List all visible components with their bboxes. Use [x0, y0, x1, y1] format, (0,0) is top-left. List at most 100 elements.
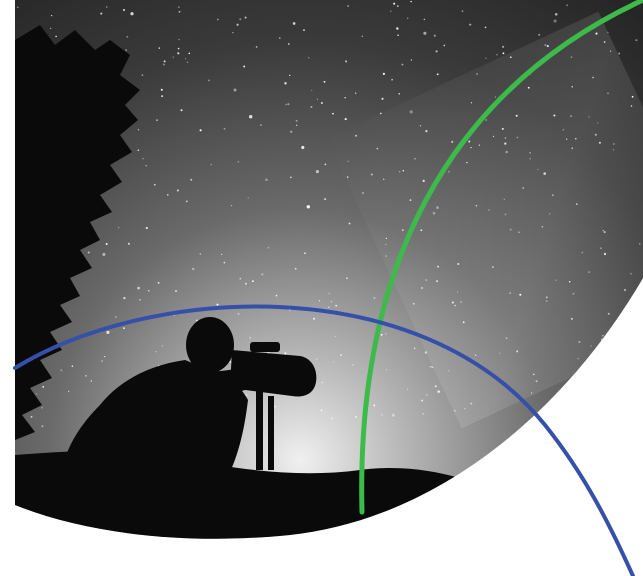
- star: [434, 385, 437, 388]
- star: [35, 393, 38, 395]
- star: [244, 282, 247, 285]
- star: [130, 12, 134, 16]
- star: [316, 358, 318, 360]
- star: [518, 231, 520, 234]
- star: [155, 351, 157, 353]
- star: [522, 187, 525, 189]
- star: [384, 332, 387, 335]
- star: [626, 334, 629, 337]
- star: [334, 335, 337, 338]
- star: [485, 119, 488, 121]
- star: [100, 12, 103, 15]
- star: [232, 32, 234, 34]
- star: [106, 6, 108, 8]
- star: [284, 82, 287, 85]
- star: [484, 26, 487, 29]
- star: [590, 345, 592, 347]
- star: [475, 354, 477, 356]
- star: [621, 379, 623, 381]
- star: [393, 2, 396, 5]
- star: [602, 229, 604, 232]
- star: [290, 176, 292, 179]
- star: [223, 127, 226, 130]
- star: [409, 199, 412, 201]
- star: [370, 173, 373, 176]
- star: [344, 118, 347, 121]
- star: [139, 298, 142, 301]
- star: [191, 267, 195, 271]
- star: [607, 92, 609, 95]
- star: [373, 404, 376, 407]
- star: [422, 413, 424, 415]
- star: [324, 163, 327, 166]
- star: [196, 319, 198, 322]
- star: [578, 340, 581, 343]
- star: [199, 253, 201, 255]
- star: [172, 56, 174, 58]
- star: [433, 34, 436, 37]
- star: [148, 290, 150, 292]
- star: [216, 303, 219, 306]
- star: [328, 306, 330, 308]
- star: [532, 373, 535, 376]
- star: [296, 124, 298, 126]
- star: [456, 291, 459, 293]
- star: [492, 135, 495, 138]
- green-arc: [359, 0, 643, 515]
- star: [313, 317, 315, 320]
- star: [587, 360, 590, 363]
- star: [320, 101, 323, 105]
- star: [294, 267, 297, 270]
- star: [320, 409, 323, 412]
- star: [401, 229, 404, 232]
- star: [236, 23, 239, 26]
- star: [613, 143, 615, 145]
- star: [616, 407, 619, 410]
- star: [559, 394, 561, 397]
- star: [464, 407, 466, 410]
- star: [221, 253, 223, 256]
- star: [545, 300, 548, 302]
- star: [575, 385, 578, 388]
- star: [627, 339, 630, 342]
- star: [491, 266, 494, 268]
- star: [141, 74, 144, 76]
- star: [229, 361, 232, 363]
- star: [524, 423, 527, 426]
- star: [185, 200, 188, 203]
- star: [622, 410, 624, 413]
- star: [362, 191, 364, 194]
- star: [118, 226, 120, 229]
- star: [443, 44, 446, 47]
- star: [501, 127, 504, 130]
- star: [382, 72, 385, 75]
- star: [90, 380, 92, 382]
- star: [85, 375, 87, 377]
- star: [410, 59, 413, 61]
- star: [163, 60, 166, 63]
- star: [504, 137, 507, 139]
- star: [595, 32, 598, 35]
- star: [385, 237, 388, 240]
- star: [575, 137, 577, 140]
- star: [178, 6, 180, 8]
- star: [570, 115, 572, 117]
- star: [237, 312, 240, 315]
- star: [373, 296, 376, 300]
- star: [435, 50, 438, 53]
- star: [570, 56, 573, 59]
- star: [618, 52, 621, 55]
- star: [355, 134, 358, 137]
- star: [470, 102, 473, 104]
- star: [538, 33, 541, 36]
- star: [190, 178, 193, 181]
- star: [391, 413, 395, 417]
- star: [41, 425, 44, 428]
- star: [592, 76, 594, 79]
- star: [568, 280, 571, 283]
- star: [437, 390, 440, 393]
- tree-silhouette: [15, 25, 140, 440]
- star: [177, 47, 180, 50]
- star: [303, 29, 305, 32]
- star: [345, 60, 348, 63]
